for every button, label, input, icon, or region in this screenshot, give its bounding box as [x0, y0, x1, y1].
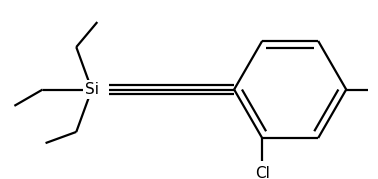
Text: Cl: Cl: [255, 166, 270, 179]
Text: Si: Si: [85, 82, 99, 97]
